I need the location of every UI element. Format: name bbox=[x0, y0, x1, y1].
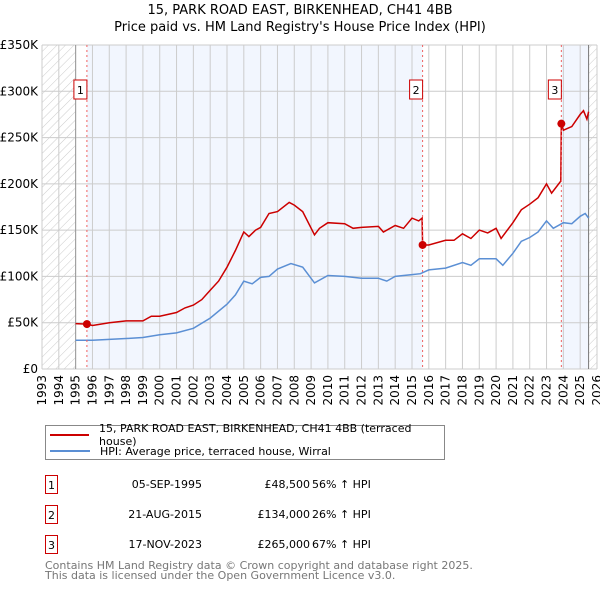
price-chart: 15, PARK ROAD EAST, BIRKENHEAD, CH41 4BB… bbox=[0, 3, 600, 406]
shaded-region bbox=[561, 45, 589, 369]
x-tick-label: 2011 bbox=[338, 375, 352, 406]
sale-point bbox=[418, 240, 427, 249]
legend-blue-line bbox=[50, 450, 90, 452]
x-tick-label: 1993 bbox=[35, 375, 49, 406]
marker-badge: 1 bbox=[45, 475, 58, 494]
marker-badge: 3 bbox=[45, 535, 58, 554]
x-tick-label: 2006 bbox=[254, 375, 268, 406]
x-tick-label: 2002 bbox=[186, 375, 200, 406]
y-tick-label: £100K bbox=[0, 269, 39, 283]
legend-label: HPI: Average price, terraced house, Wirr… bbox=[100, 444, 331, 458]
hpi-delta: 67% ↑ HPI bbox=[312, 538, 371, 551]
x-tick-label: 1995 bbox=[69, 375, 83, 406]
legend-red-line bbox=[50, 434, 90, 436]
transaction-row: 1 05-SEP-1995 £48,500 56% ↑ HPI bbox=[45, 475, 465, 495]
y-tick-label: £150K bbox=[0, 223, 39, 237]
x-tick-label: 2009 bbox=[304, 375, 318, 406]
sale-label-box bbox=[547, 79, 562, 100]
y-tick-label: £300K bbox=[0, 84, 39, 98]
sale-date: 05-SEP-1995 bbox=[131, 478, 202, 491]
sale-label: 3 bbox=[551, 84, 558, 97]
x-tick-label: 2004 bbox=[220, 375, 234, 406]
x-tick-label: 2007 bbox=[270, 375, 284, 406]
legend-item-hpi: HPI: Average price, terraced house, Wirr… bbox=[50, 444, 331, 458]
hatched-region bbox=[588, 45, 597, 369]
footer-licence: This data is licensed under the Open Gov… bbox=[45, 569, 396, 582]
hpi-line bbox=[75, 212, 590, 342]
x-tick-label: 2024 bbox=[556, 375, 570, 406]
footer-copyright: Contains HM Land Registry data © Crown c… bbox=[45, 559, 473, 572]
chart-title: 15, PARK ROAD EAST, BIRKENHEAD, CH41 4BB bbox=[147, 3, 452, 18]
sale-date: 21-AUG-2015 bbox=[128, 508, 202, 521]
x-tick-label: 2015 bbox=[405, 375, 419, 406]
x-tick-label: 2016 bbox=[422, 375, 436, 406]
y-tick-label: £350K bbox=[0, 38, 39, 52]
x-tick-label: 2013 bbox=[371, 375, 385, 406]
x-tick-label: 2026 bbox=[590, 375, 600, 406]
y-tick-label: £200K bbox=[0, 177, 39, 191]
y-tick-label: £50K bbox=[7, 316, 39, 330]
transaction-row: 3 17-NOV-2023 £265,000 67% ↑ HPI bbox=[45, 535, 465, 555]
marker-badge: 2 bbox=[45, 505, 58, 524]
x-tick-label: 1997 bbox=[102, 375, 116, 406]
chart-subtitle: Price paid vs. HM Land Registry's House … bbox=[114, 20, 486, 35]
x-tick-label: 1999 bbox=[136, 375, 150, 406]
legend-label: 15, PARK ROAD EAST, BIRKENHEAD, CH41 4BB… bbox=[99, 422, 412, 448]
x-tick-label: 1996 bbox=[85, 375, 99, 406]
x-tick-label: 2014 bbox=[388, 375, 402, 406]
x-tick-label: 2018 bbox=[455, 375, 469, 406]
x-tick-label: 2012 bbox=[355, 375, 369, 406]
x-tick-label: 2021 bbox=[506, 375, 520, 406]
sale-price: £134,000 bbox=[257, 508, 311, 521]
sale-date: 17-NOV-2023 bbox=[128, 538, 202, 551]
sale-label-box bbox=[409, 79, 424, 100]
x-tick-label: 2022 bbox=[523, 375, 537, 406]
x-tick-label: 2005 bbox=[237, 375, 251, 406]
sale-price: £48,500 bbox=[264, 478, 311, 491]
chart-legend: 15, PARK ROAD EAST, BIRKENHEAD, CH41 4BB… bbox=[45, 422, 445, 460]
sale-point bbox=[557, 119, 566, 128]
sale-price: £265,000 bbox=[257, 538, 311, 551]
hpi-delta: 56% ↑ HPI bbox=[312, 478, 371, 491]
hpi-delta: 26% ↑ HPI bbox=[312, 508, 371, 521]
y-tick-label: £250K bbox=[0, 131, 39, 145]
x-tick-label: 2010 bbox=[321, 375, 335, 406]
y-tick-label: £0 bbox=[23, 362, 38, 376]
x-tick-label: 2023 bbox=[540, 375, 554, 406]
x-tick-label: 1994 bbox=[52, 375, 66, 406]
sale-label: 1 bbox=[77, 84, 84, 97]
x-tick-label: 2025 bbox=[573, 375, 587, 406]
sale-label-box bbox=[73, 79, 88, 100]
x-tick-label: 2003 bbox=[203, 375, 217, 406]
transaction-row: 2 21-AUG-2015 £134,000 26% ↑ HPI bbox=[45, 505, 465, 525]
sale-point bbox=[82, 320, 91, 329]
legend-item-property: 15, PARK ROAD EAST, BIRKENHEAD, CH41 4BB… bbox=[50, 422, 444, 448]
x-tick-label: 2017 bbox=[439, 375, 453, 406]
x-tick-label: 2020 bbox=[489, 375, 503, 406]
x-tick-label: 2001 bbox=[170, 375, 184, 406]
x-tick-label: 2000 bbox=[153, 375, 167, 406]
property-price-line bbox=[75, 109, 590, 327]
x-tick-label: 2008 bbox=[287, 375, 301, 406]
sale-label: 2 bbox=[413, 84, 420, 97]
x-tick-label: 1998 bbox=[119, 375, 133, 406]
x-tick-label: 2019 bbox=[472, 375, 486, 406]
